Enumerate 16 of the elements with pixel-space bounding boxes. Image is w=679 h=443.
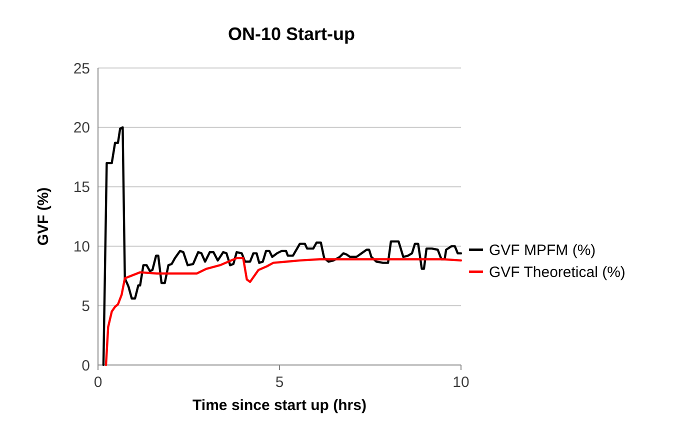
line-series xyxy=(104,256,462,366)
chart-title: ON-10 Start-up xyxy=(228,24,356,44)
y-tick-label: 10 xyxy=(73,238,90,256)
y-tick-label: 15 xyxy=(73,179,90,196)
y-tick-label: 20 xyxy=(73,120,90,137)
legend-label: GVF Theoretical (%) xyxy=(489,264,626,282)
x-tick-label: 5 xyxy=(275,374,284,391)
y-axis-title: GVF (%) xyxy=(35,187,52,246)
y-tick-label: 5 xyxy=(82,298,90,315)
y-tick-label: 0 xyxy=(82,357,90,374)
y-tick-label: 25 xyxy=(73,60,90,78)
legend-label: GVF MPFM (%) xyxy=(489,242,596,260)
x-tick-label: 10 xyxy=(452,374,470,391)
x-axis-title: Time since start up (hrs) xyxy=(192,397,366,414)
x-tick-label: 0 xyxy=(94,374,102,391)
line-series xyxy=(102,126,462,366)
